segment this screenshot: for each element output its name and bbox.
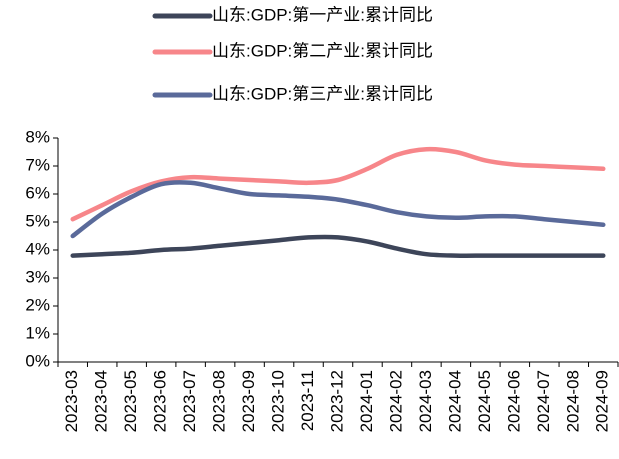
x-tick-label: 2023-12 — [327, 370, 346, 432]
x-tick-label: 2024-06 — [504, 370, 523, 432]
x-tick-label: 2023-06 — [151, 370, 170, 432]
legend-label: 山东:GDP:第一产业:累计同比 — [212, 5, 433, 24]
x-tick-label: 2023-10 — [269, 370, 288, 432]
x-tick-label: 2024-05 — [475, 370, 494, 432]
series-line — [70, 234, 606, 258]
legend-label: 山东:GDP:第二产业:累计同比 — [212, 41, 433, 60]
y-tick-label: 3% — [25, 267, 50, 286]
x-tick-label: 2024-04 — [445, 370, 464, 432]
x-tick-label: 2024-08 — [563, 370, 582, 432]
x-tick-label: 2023-09 — [239, 370, 258, 432]
y-tick-label: 8% — [25, 127, 50, 146]
y-tick-label: 5% — [25, 211, 50, 230]
x-tick-label: 2023-03 — [62, 370, 81, 432]
y-tick-label: 4% — [25, 239, 50, 258]
y-tick-label: 6% — [25, 183, 50, 202]
x-tick-label: 2023-05 — [121, 370, 140, 432]
y-tick-label: 1% — [25, 323, 50, 342]
x-tick-label: 2024-03 — [416, 370, 435, 432]
legend-label: 山东:GDP:第三产业:累计同比 — [212, 84, 433, 103]
x-tick-label: 2024-01 — [357, 370, 376, 432]
y-tick-label: 0% — [25, 351, 50, 370]
y-tick-label: 7% — [25, 155, 50, 174]
x-tick-label: 2023-11 — [298, 370, 317, 431]
y-tick-label: 2% — [25, 295, 50, 314]
series-line — [70, 146, 606, 222]
series-line — [70, 180, 606, 239]
x-tick-label: 2023-07 — [180, 370, 199, 432]
x-tick-label: 2024-02 — [386, 370, 405, 432]
x-tick-label: 2024-07 — [534, 370, 553, 432]
x-tick-label: 2024-09 — [593, 370, 612, 432]
x-tick-label: 2023-04 — [92, 370, 111, 432]
x-tick-label: 2023-08 — [210, 370, 229, 432]
